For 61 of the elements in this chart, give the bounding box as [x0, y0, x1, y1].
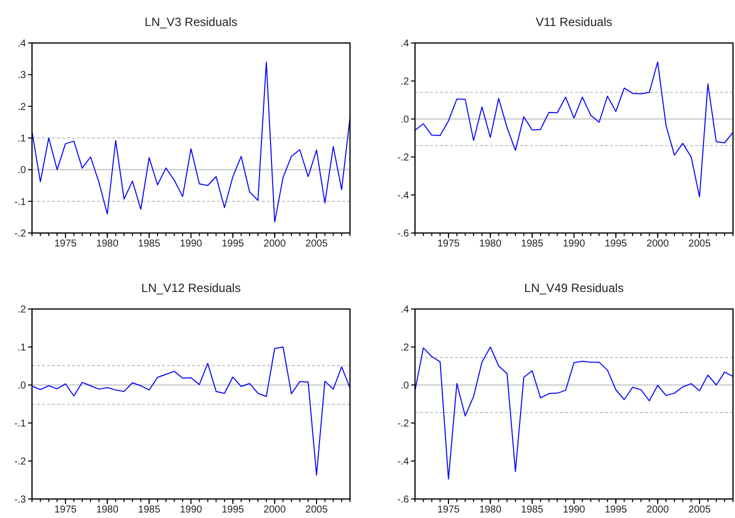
x-tick-label: 1990 — [180, 504, 203, 516]
y-tick-label: -.3 — [14, 494, 26, 506]
y-tick-label: .0 — [400, 380, 410, 392]
x-tick-label: 1995 — [222, 238, 244, 250]
y-tick-label: .2 — [18, 102, 26, 113]
x-tick-label: 2000 — [264, 504, 286, 516]
x-tick-label: 1975 — [437, 238, 460, 250]
x-tick-label: 1985 — [138, 504, 161, 516]
x-tick-label: 1990 — [180, 238, 203, 250]
y-tick-label: -.1 — [14, 196, 26, 208]
x-tick-label: 2005 — [688, 504, 712, 516]
y-tick-label: .0 — [400, 114, 410, 126]
line-series — [414, 62, 734, 198]
chart-title: LN_V49 Residuals — [524, 281, 624, 295]
y-tick-label: -.2 — [14, 228, 26, 240]
y-tick-label: .4 — [18, 38, 26, 50]
chart-title: LN_V12 Residuals — [141, 281, 241, 295]
x-tick-label: 2000 — [646, 504, 670, 516]
y-tick-label: .0 — [18, 165, 26, 176]
x-tick-label: 1980 — [479, 504, 502, 516]
line-series — [32, 346, 350, 476]
x-tick-label: 1990 — [562, 238, 586, 250]
y-tick-label: -.2 — [397, 152, 410, 164]
y-tick-label: .1 — [18, 134, 26, 144]
y-tick-label: -.4 — [397, 190, 410, 202]
x-tick-label: 1975 — [54, 238, 78, 250]
chart-title: LN_V3 Residuals — [144, 15, 238, 29]
y-tick-label: -.6 — [397, 494, 410, 506]
x-tick-label: 2005 — [688, 238, 712, 250]
y-tick-label: .1 — [18, 342, 26, 354]
x-tick-label: 2000 — [646, 238, 670, 250]
line-series — [32, 62, 350, 222]
x-tick-label: 1990 — [562, 504, 586, 516]
x-tick-label: 2005 — [305, 504, 328, 516]
y-tick-label: .0 — [18, 380, 26, 392]
x-tick-label: 1985 — [521, 504, 544, 516]
y-tick-label: .4 — [400, 38, 410, 50]
x-tick-label: 1980 — [479, 238, 502, 250]
y-tick-label: .2 — [400, 342, 410, 354]
x-tick-label: 2005 — [305, 238, 328, 250]
y-tick-label: .3 — [18, 70, 26, 82]
x-tick-label: 1995 — [604, 504, 628, 516]
x-tick-label: 1995 — [222, 504, 244, 516]
y-tick-label: -.2 — [14, 456, 26, 468]
x-tick-label: 1985 — [521, 238, 544, 250]
x-tick-label: 1975 — [437, 504, 460, 516]
x-tick-label: 1975 — [54, 504, 78, 516]
y-tick-label: .2 — [400, 76, 410, 88]
x-tick-label: 1985 — [138, 238, 161, 250]
x-tick-label: 1995 — [604, 238, 628, 250]
y-tick-label: .2 — [18, 304, 26, 316]
y-tick-label: -.6 — [397, 228, 410, 240]
x-tick-label: 1980 — [96, 238, 119, 250]
y-tick-label: -.1 — [14, 418, 26, 430]
x-tick-label: 2000 — [264, 238, 286, 250]
y-tick-label: -.4 — [397, 456, 410, 468]
chart-title: V11 Residuals — [536, 15, 612, 29]
x-tick-label: 1980 — [96, 504, 119, 516]
y-tick-label: .4 — [400, 304, 410, 316]
line-series — [414, 346, 734, 480]
y-tick-label: -.2 — [397, 418, 410, 430]
